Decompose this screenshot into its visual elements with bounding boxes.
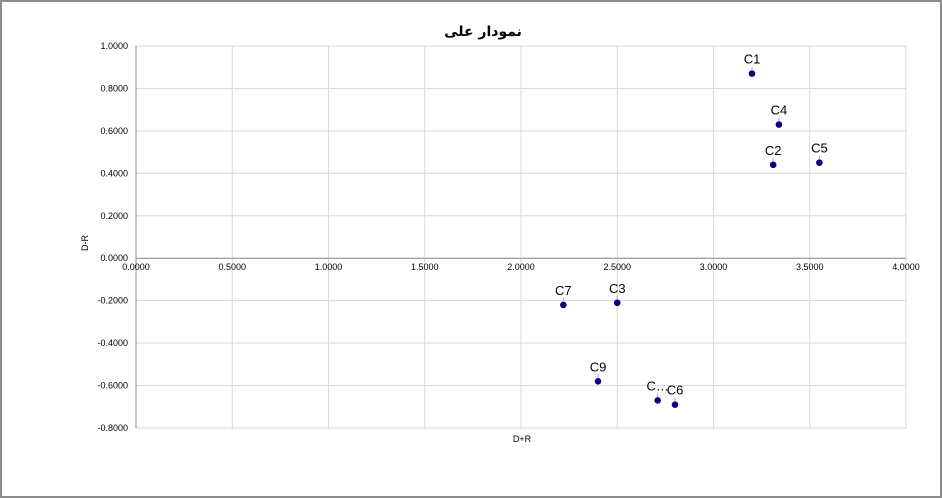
x-axis-label: D+R bbox=[513, 434, 532, 444]
y-tick-label: -0.6000 bbox=[97, 381, 128, 391]
x-tick-label: 0.5000 bbox=[218, 262, 246, 272]
chart-title: نمودار علی bbox=[444, 24, 522, 40]
x-tick-label: 3.5000 bbox=[796, 262, 824, 272]
x-tick-label: 1.0000 bbox=[315, 262, 343, 272]
point-label: C7 bbox=[555, 283, 572, 298]
y-tick-label: 0.4000 bbox=[100, 168, 128, 178]
x-tick-label: 3.0000 bbox=[700, 262, 728, 272]
axes bbox=[135, 45, 907, 429]
data-point-C… bbox=[654, 397, 661, 404]
y-tick-label: 0.6000 bbox=[100, 126, 128, 136]
data-point-C3 bbox=[613, 299, 621, 307]
point-label: C5 bbox=[811, 141, 828, 156]
y-tick-label: 0.2000 bbox=[100, 211, 128, 221]
y-tick-label: 0.8000 bbox=[100, 83, 128, 93]
point-label: C4 bbox=[771, 103, 788, 118]
point-label: C6 bbox=[667, 383, 684, 398]
point-label: C9 bbox=[590, 359, 607, 374]
y-tick-label: 0.0000 bbox=[100, 253, 128, 263]
chart-area: نمودار علی 0.0000 0.5000 1.0000 1.5000 2.000… bbox=[10, 8, 938, 490]
data-point-C1 bbox=[748, 70, 756, 77]
y-tick-label: 1.0000 bbox=[100, 41, 128, 51]
point-label: C… bbox=[646, 378, 668, 393]
x-tick-label: 2.5000 bbox=[603, 262, 631, 272]
y-tick-label: -0.8000 bbox=[97, 423, 128, 433]
x-tick-labels: 0.0000 0.5000 1.0000 1.5000 2.0000 2.5000 3.00… bbox=[122, 262, 920, 272]
x-tick-label: 1.5000 bbox=[411, 262, 439, 272]
point-label: C2 bbox=[765, 143, 782, 158]
data-point-C5 bbox=[816, 159, 823, 167]
x-tick-label: 4.0000 bbox=[892, 262, 920, 272]
y-tick-label: -0.2000 bbox=[97, 296, 128, 306]
y-tick-label: -0.4000 bbox=[97, 338, 128, 348]
data-point-C2 bbox=[769, 161, 777, 169]
data-point-C4 bbox=[775, 121, 783, 128]
data-point-C9 bbox=[594, 378, 602, 385]
grid-lines bbox=[135, 45, 907, 429]
x-tick-label: 2.0000 bbox=[507, 262, 535, 272]
x-tick-label: 0.0000 bbox=[122, 262, 150, 272]
data-point-C7 bbox=[560, 301, 567, 309]
y-tick-labels: 1.0000 0.8000 0.6000 0.4000 0.2000 0.0000 -0.2… bbox=[97, 41, 128, 433]
scatter-chart: نمودار علی 0.0000 0.5000 1.0000 1.5000 2.000… bbox=[80, 24, 920, 444]
data-point-C6 bbox=[671, 401, 679, 408]
point-label: C3 bbox=[609, 281, 626, 296]
point-label: C1 bbox=[744, 52, 761, 67]
data-points: C1 C4 C2 C5 C7 C3 C9 C…C6 bbox=[555, 52, 828, 408]
y-axis-label: D-R bbox=[80, 235, 90, 251]
